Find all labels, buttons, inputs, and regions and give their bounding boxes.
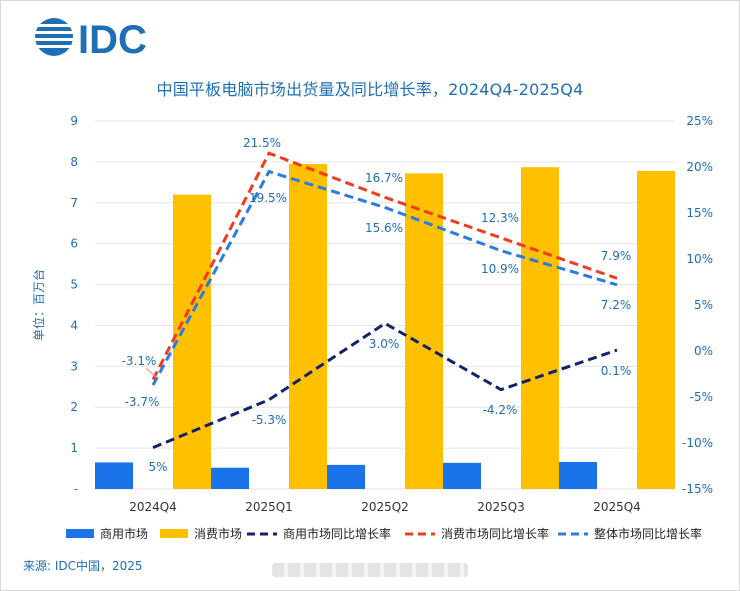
label-leader-line [145,367,158,379]
y-tick-label: 9 [70,114,78,128]
data-label: -3.7% [125,395,160,409]
data-label: 21.5% [243,136,281,150]
source-note: 来源: IDC中国，2025 [23,559,143,573]
data-label: 16.7% [365,171,403,185]
idc-logo: IDC [30,12,160,62]
y2-tick-label: 25% [686,114,713,128]
bar-commercial [327,464,365,489]
legend-consumer-swatch [160,529,188,538]
y2-tick-label: -5% [690,390,713,404]
y2-tick-label: -10% [682,436,713,450]
bar-layer [95,163,675,490]
bar-consumer [289,163,327,489]
x-tick-label: 2025Q2 [361,500,409,514]
data-label: 0.1% [601,364,632,378]
data-label: 10.9% [481,262,519,276]
data-label: 7.9% [601,249,632,263]
data-label: 15.6% [365,221,403,235]
bar-commercial [211,467,249,489]
y-tick-label: 6 [70,237,78,251]
bar-commercial [559,462,597,489]
legend-commercial-label: 商用市场 [100,526,148,541]
data-label: -5.3% [252,413,287,427]
bar-commercial [95,462,133,489]
x-tick-label: 2025Q3 [477,500,525,514]
y-tick-label: 1 [70,441,78,455]
x-tick-label: 2024Q4 [129,500,177,514]
data-label: 7.2% [601,298,632,312]
line-total-yoy [151,169,618,386]
y2-tick-label: 20% [686,160,713,174]
y-tick-label: - [74,482,78,496]
line-layer [151,151,618,449]
data-label: 5% [148,460,167,474]
data-label: -3.1% [122,354,157,368]
bar-consumer [521,167,559,489]
legend-layer: 商用市场 消费市场 商用市场同比增长率 消费市场同比增长率 整体市场同比增长率 [66,526,702,541]
data-label: 19.5% [249,191,287,205]
bar-consumer [405,173,443,490]
legend-commercial-yoy-label: 商用市场同比增长率 [283,526,391,541]
axis-layer: - 1 2 3 4 5 6 7 8 9 -15% -10% -5% 0% 5% 10% 15% 20% 25% 单位：… [31,114,713,514]
legend-consumer-yoy-label: 消费市场同比增长率 [441,526,549,541]
bar-commercial [443,462,481,489]
y-tick-label: 5 [70,278,78,292]
y-tick-label: 7 [70,196,78,210]
y2-tick-label: 10% [686,252,713,266]
data-label: 3.0% [369,337,400,351]
bar-consumer [173,194,211,489]
line-commercial-yoy [152,321,618,449]
y-tick-label: 3 [70,359,78,373]
watermark-bar [272,563,468,577]
y-axis-label: 单位：百万台 [31,269,46,341]
y-tick-label: 4 [70,318,78,332]
logo-text: IDC [78,18,147,62]
bar-consumer [637,170,675,489]
y-tick-label: 8 [70,155,78,169]
y2-tick-label: 0% [694,344,713,358]
legend-commercial-swatch [66,529,94,538]
y-tick-label: 2 [70,400,78,414]
legend-consumer-label: 消费市场 [194,526,242,541]
y2-tick-label: 15% [686,206,713,220]
y2-tick-label: 5% [694,298,713,312]
data-label: 12.3% [481,211,519,225]
x-tick-label: 2025Q4 [593,500,641,514]
chart-title: 中国平板电脑市场出货量及同比增长率，2024Q4-2025Q4 [156,80,584,99]
data-label: -4.2% [483,403,518,417]
line-consumer-yoy [151,151,618,381]
label-layer: 5% -5.3% 3.0% -4.2% 0.1% -3.1% 21.5% 16.7% 12.3%… [122,136,632,474]
legend-total-yoy-label: 整体市场同比增长率 [594,526,702,541]
logo-globe-icon [33,18,75,56]
y2-tick-label: -15% [682,482,713,496]
x-tick-label: 2025Q1 [245,500,293,514]
